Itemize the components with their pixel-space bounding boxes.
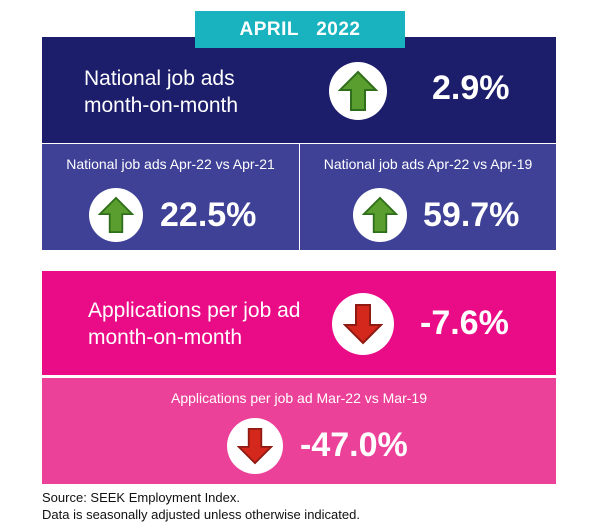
applications-mar19-label: Applications per job ad Mar-22 vs Mar-19: [170, 390, 427, 406]
source-note: Source: SEEK Employment Index.: [42, 490, 240, 505]
national-mom-label: National job ads month-on-month: [84, 65, 324, 119]
national-job-ads-apr19-panel: National job ads Apr-22 vs Apr-19 59.7%: [300, 144, 556, 250]
national-job-ads-apr21-panel: National job ads Apr-22 vs Apr-21 22.5%: [42, 144, 299, 250]
arrow-down-icon: [227, 418, 283, 474]
report-month-tag: APRIL 2022: [195, 11, 405, 48]
national-mom-value: 2.9%: [432, 69, 510, 107]
arrow-up-icon: [353, 188, 407, 242]
national-apr19-label: National job ads Apr-22 vs Apr-19: [323, 156, 533, 172]
national-mom-label-line2: month-on-month: [84, 94, 239, 117]
applications-mom-value: -7.6%: [420, 304, 509, 342]
applications-mom-label-line2: month-on-month: [88, 326, 243, 349]
footer-notes: Source: SEEK Employment Index. Data is s…: [42, 489, 582, 523]
national-apr21-label: National job ads Apr-22 vs Apr-21: [66, 156, 275, 172]
national-mom-label-line1: National job ads: [84, 67, 235, 90]
national-apr19-value: 59.7%: [423, 196, 520, 234]
arrow-down-icon: [332, 293, 394, 355]
national-apr21-value: 22.5%: [160, 196, 257, 234]
applications-mom-label-line1: Applications per job ad: [88, 299, 301, 322]
national-job-ads-mom-panel: National job ads month-on-month 2.9%: [42, 37, 556, 143]
report-month-title: APRIL 2022: [239, 18, 361, 40]
applications-mar19-value: -47.0%: [300, 426, 408, 464]
seasonal-adjustment-note: Data is seasonally adjusted unless other…: [42, 507, 360, 522]
applications-mom-panel: Applications per job ad month-on-month -…: [42, 271, 556, 375]
arrow-up-icon: [329, 62, 387, 120]
applications-mom-label: Applications per job ad month-on-month: [88, 297, 348, 351]
arrow-up-icon: [89, 188, 143, 242]
applications-mar19-panel: Applications per job ad Mar-22 vs Mar-19…: [42, 378, 556, 484]
